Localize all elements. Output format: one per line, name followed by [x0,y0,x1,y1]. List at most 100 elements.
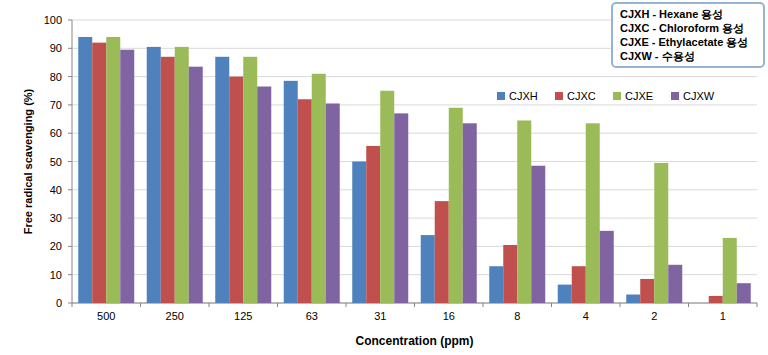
y-tick [68,48,72,49]
bar [92,43,106,303]
legend-swatch [497,92,505,100]
bar [229,77,243,303]
annotation-box: CJXH - Hexane 용성 CJXC - Chloroform 용성 CJXE… [612,3,764,67]
bar [215,57,229,303]
y-axis [72,20,73,303]
legend-label: CJXC [567,90,596,102]
bar [243,57,257,303]
bar [517,120,531,303]
bars [78,37,751,303]
y-axis-title: Free radical scavenging (%) [22,88,34,234]
y-tick-label: 80 [50,71,62,83]
x-tick-label: 31 [374,310,386,322]
bar [366,146,380,303]
y-tick-label: 30 [50,212,62,224]
bar [449,108,463,303]
legend-label: CJXW [683,90,715,102]
x-tick [140,303,141,307]
bar [463,123,477,303]
y-tick-label: 100 [44,14,62,26]
x-tick [757,303,758,307]
legend-label: CJXE [625,90,653,102]
bar [695,303,709,304]
legend-swatch [613,92,621,100]
y-tick-label: 70 [50,99,62,111]
bar [668,265,682,303]
x-tick [72,303,73,307]
bar [78,37,92,303]
x-tick-label: 500 [97,310,115,322]
bar [421,235,435,303]
bar [503,245,517,303]
x-tick-label: 1 [720,310,726,322]
y-tick-label: 40 [50,184,62,196]
x-tick [414,303,415,307]
x-tick-label: 4 [583,310,589,322]
x-tick [483,303,484,307]
bar [120,50,134,303]
bar [394,113,408,303]
x-tick [277,303,278,307]
bar [106,37,120,303]
chart: 0 10 20 30 40 50 60 70 80 90 100 500 250 125 63 31 16 8 4 2… [0,0,768,355]
legend-label: CJXH [509,90,538,102]
annotation: CJXE - Ethylacetate 용성 [620,36,748,48]
bar [640,279,654,303]
legend-swatch [555,92,563,100]
bar [257,87,271,303]
annotation-frame [612,3,764,67]
x-tick [346,303,347,307]
y-tick [68,20,72,21]
x-tick [209,303,210,307]
x-tick-label: 16 [443,310,455,322]
annotation: CJXH - Hexane 용성 [620,8,723,20]
x-tick-label: 63 [306,310,318,322]
y-tick-label: 10 [50,269,62,281]
y-tick-label: 0 [56,297,62,309]
bar [737,283,751,303]
x-tick-label: 8 [514,310,520,322]
bar [586,123,600,303]
y-tick [68,133,72,134]
bar [326,103,340,303]
x-tick-label: 125 [234,310,252,322]
x-tick [551,303,552,307]
bar [147,47,161,303]
legend-swatch [671,92,679,100]
bar [654,163,668,303]
y-tick [68,161,72,162]
x-axis-title: Concentration (ppm) [356,334,474,348]
bar [489,266,503,303]
x-tick-label: 250 [166,310,184,322]
bar [298,99,312,303]
bar [175,47,189,303]
x-tick [688,303,689,307]
bar [626,295,640,303]
bar [380,91,394,303]
annotation: CJXW - 수용성 [620,50,695,62]
bar [352,162,366,304]
y-tick-label: 90 [50,42,62,54]
y-tick [68,303,72,304]
bar [572,266,586,303]
y-tick-label: 50 [50,156,62,168]
y-tick-label: 20 [50,240,62,252]
y-tick [68,274,72,275]
y-tick [68,246,72,247]
y-tick [68,104,72,105]
bar [558,285,572,303]
annotation: CJXC - Chloroform 용성 [620,22,744,34]
bar [600,231,614,303]
x-tick-label: 2 [651,310,657,322]
bar [284,81,298,303]
bar [531,166,545,303]
y-tick [68,189,72,190]
x-tick [620,303,621,307]
bar [189,67,203,303]
y-tick [68,218,72,219]
bar [312,74,326,303]
y-tick-label: 60 [50,127,62,139]
y-tick [68,76,72,77]
bar [709,296,723,303]
bar [435,201,449,303]
